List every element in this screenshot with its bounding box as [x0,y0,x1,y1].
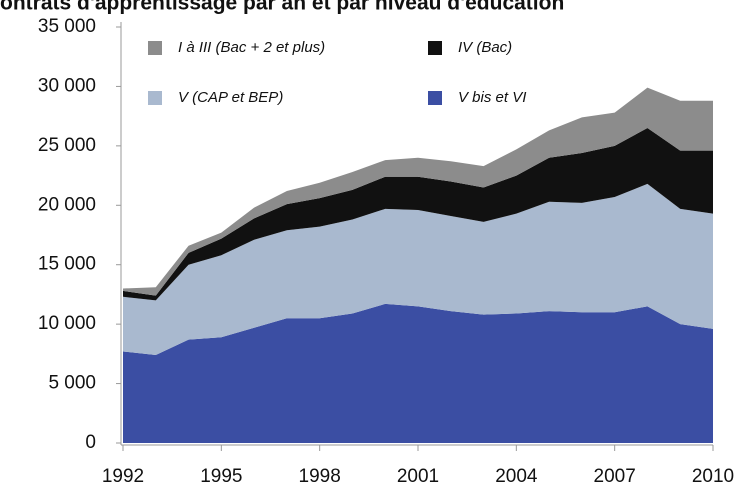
legend-swatch [428,41,442,55]
y-tick-label: 5 000 [48,373,96,394]
y-tick-label: 20 000 [38,194,96,215]
y-tick-label: 35 000 [38,16,96,37]
y-tick-label: 10 000 [38,313,96,334]
x-tick-label: 1995 [200,466,242,487]
x-tick-label: 2001 [397,466,439,487]
chart-title: ontrats d'apprentissage par an et par ni… [0,0,564,15]
x-tick-label: 2010 [692,466,734,487]
area [123,128,713,301]
legend-label: V bis et VI [458,89,526,106]
legend-label: IV (Bac) [458,39,512,56]
x-tick-label: 2007 [594,466,636,487]
area [123,183,713,356]
y-tick-label: 25 000 [38,135,96,156]
legend-label: I à III (Bac + 2 et plus) [178,39,325,56]
x-tick-label: 2004 [495,466,538,487]
legend-label: V (CAP et BEP) [178,89,283,106]
legend-swatch [148,91,162,105]
legend-swatch [428,91,442,105]
x-tick-label: 1992 [102,466,144,487]
y-tick-label: 0 [85,432,96,453]
area [123,303,713,443]
y-tick-label: 15 000 [38,254,96,275]
legend-swatch [148,41,162,55]
x-tick-label: 1998 [299,466,341,487]
y-tick-label: 30 000 [38,75,96,96]
area [123,87,713,296]
